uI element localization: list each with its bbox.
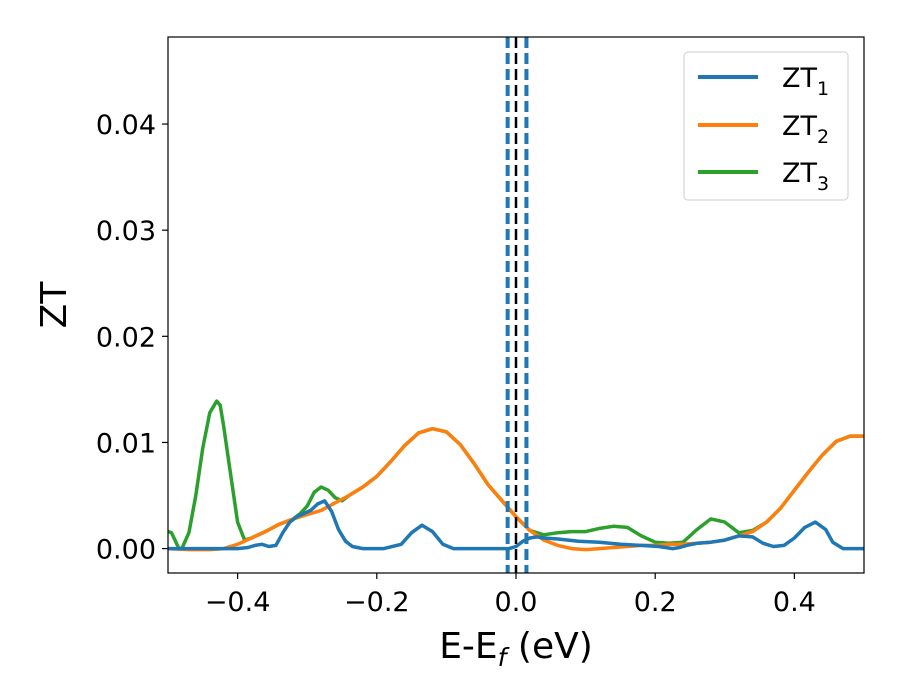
y-tick-label: 0.04 (96, 110, 156, 141)
y-tick-label: 0.02 (96, 322, 156, 353)
y-tick-label: 0.03 (96, 216, 156, 247)
x-axis-title: E-Ef (eV) (439, 626, 593, 672)
series-line-zt1 (168, 499, 864, 551)
x-axis-title-unit: (eV) (506, 626, 592, 667)
legend-entry-zt2: ZT2 (698, 111, 829, 148)
x-tick-label: −0.2 (344, 587, 410, 618)
x-axis: −0.4 −0.2 0.0 0.2 0.4 (205, 573, 816, 618)
legend-label-zt2: ZT2 (782, 111, 829, 148)
x-tick-label: 0.4 (773, 587, 816, 618)
legend-label-zt3: ZT3 (782, 158, 829, 195)
y-axis-title: ZT (34, 281, 75, 329)
plot-area (168, 37, 864, 573)
x-tick-label: −0.4 (205, 587, 271, 618)
legend-label-zt1: ZT1 (782, 63, 829, 100)
x-tick-label: 0.0 (495, 587, 538, 618)
y-tick-label: 0.01 (96, 428, 156, 459)
x-tick-label: 0.2 (634, 587, 677, 618)
y-axis: 0.00 0.01 0.02 0.03 0.04 (96, 110, 168, 566)
legend-entry-zt1: ZT1 (698, 63, 829, 100)
legend: ZT1 ZT2 ZT3 (683, 51, 849, 201)
legend-box (683, 51, 849, 201)
legend-entry-zt3: ZT3 (698, 158, 829, 195)
y-tick-label: 0.00 (96, 535, 156, 566)
